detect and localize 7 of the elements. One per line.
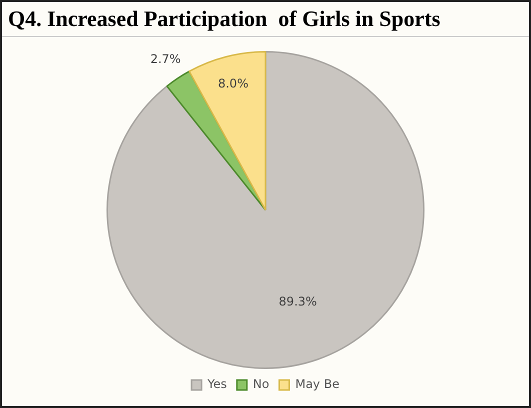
legend-label: May Be [295,377,340,392]
data-label: 2.7% [150,52,181,66]
data-label: 8.0% [218,76,248,90]
legend-label: Yes [206,377,227,392]
chart-title: Q4. Increased Participation of Girls in Sports [2,2,529,37]
legend-label: No [252,377,270,392]
data-label: 89.3% [278,294,317,309]
